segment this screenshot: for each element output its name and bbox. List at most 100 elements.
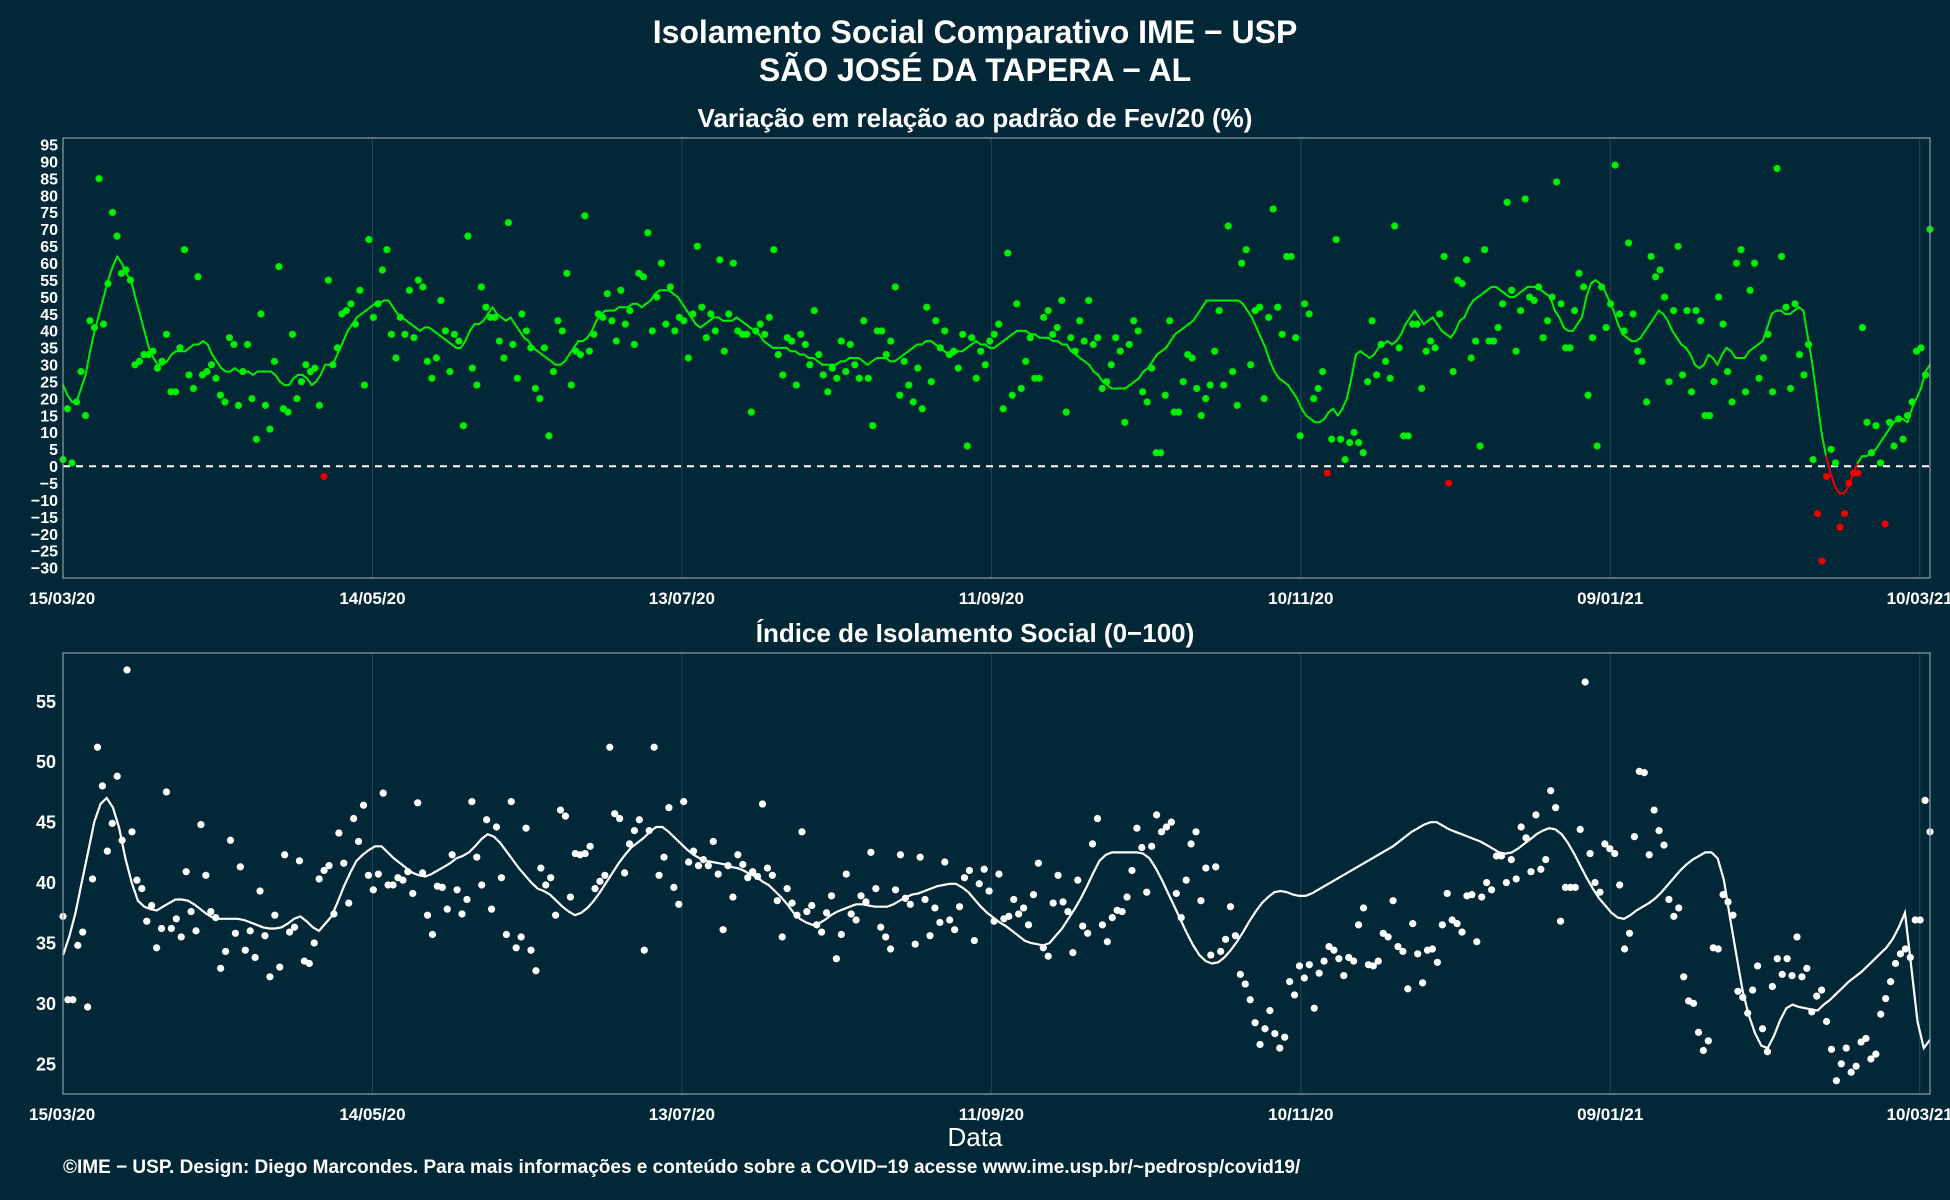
data-point <box>1123 893 1131 901</box>
data-point <box>236 863 244 871</box>
data-point <box>566 893 574 901</box>
data-point <box>1616 881 1624 889</box>
data-point <box>657 259 665 267</box>
data-point <box>1499 300 1507 308</box>
moving-average-segment <box>1811 363 1818 400</box>
data-point <box>1079 922 1087 930</box>
data-point <box>1034 859 1042 867</box>
moving-average-segment <box>1250 316 1258 329</box>
data-point <box>1476 442 1484 450</box>
data-point <box>1103 938 1111 946</box>
data-point <box>702 334 710 342</box>
data-point <box>518 310 526 318</box>
data-point <box>1287 252 1295 261</box>
data-point <box>340 859 348 867</box>
data-point <box>93 743 102 751</box>
data-point <box>143 917 151 925</box>
data-point <box>171 388 180 396</box>
moving-average-segment <box>1296 397 1303 410</box>
y-tick-label: −15 <box>31 510 58 527</box>
data-point <box>842 870 850 878</box>
data-point <box>1647 252 1655 261</box>
data-point <box>1611 161 1619 169</box>
moving-average-segment <box>1372 346 1380 356</box>
moving-average-segment <box>1648 316 1656 326</box>
data-point <box>1328 435 1336 443</box>
data-point <box>1138 843 1146 852</box>
data-point <box>1906 953 1914 962</box>
data-point <box>1890 442 1898 450</box>
data-point <box>1827 1045 1836 1053</box>
data-point <box>1522 834 1530 842</box>
data-point <box>1837 1060 1845 1068</box>
data-point <box>1651 273 1660 281</box>
data-point <box>779 371 787 379</box>
data-point <box>1265 313 1273 321</box>
data-point <box>591 885 599 893</box>
moving-average-segment <box>1721 346 1728 356</box>
moving-average-segment <box>1273 370 1281 380</box>
data-point <box>1527 868 1535 876</box>
data-point <box>665 804 673 812</box>
data-point <box>1445 479 1453 487</box>
data-point <box>1921 371 1930 379</box>
data-point <box>1005 912 1013 920</box>
data-point <box>699 856 707 864</box>
data-point <box>586 842 594 850</box>
data-point <box>1389 897 1397 905</box>
moving-average-segment <box>1192 313 1199 322</box>
x-tick-label: 10/03/21 <box>1887 1105 1950 1124</box>
data-point <box>138 885 146 893</box>
moving-average-segment <box>1639 329 1647 339</box>
moving-average-segment <box>1666 319 1674 332</box>
data-point <box>954 364 962 372</box>
data-point <box>473 381 481 389</box>
data-point <box>1067 334 1075 342</box>
x-tick-label: 10/11/20 <box>1268 589 1333 608</box>
data-point <box>207 361 216 369</box>
data-point <box>1364 378 1372 386</box>
data-point <box>527 946 535 954</box>
data-point <box>1719 320 1727 328</box>
data-point <box>1233 401 1241 409</box>
data-point <box>749 868 757 876</box>
data-point <box>1152 811 1161 819</box>
data-point <box>492 823 501 831</box>
data-point <box>1314 384 1322 393</box>
data-point <box>387 330 396 338</box>
data-point <box>872 885 880 893</box>
data-point <box>167 924 175 933</box>
data-point <box>1885 418 1894 426</box>
data-point <box>458 910 466 918</box>
data-point <box>194 273 202 281</box>
variation-panel: 15/03/20 14/05/20 13/07/20 11/09/20 10/11/20… <box>29 137 1950 608</box>
data-point <box>1665 895 1673 904</box>
data-point <box>625 840 634 848</box>
data-point <box>909 398 917 406</box>
data-point <box>1269 205 1277 213</box>
data-point <box>354 837 363 846</box>
moving-average-segment <box>1730 350 1737 359</box>
data-point <box>325 862 333 870</box>
data-point <box>281 851 289 859</box>
data-point <box>365 235 373 244</box>
data-point <box>1854 469 1862 477</box>
data-point <box>1468 891 1476 899</box>
data-point <box>1773 164 1781 173</box>
data-point <box>1872 422 1880 430</box>
data-point <box>1512 347 1520 355</box>
moving-average-segment <box>491 306 498 315</box>
y-tick-label: 50 <box>36 752 56 772</box>
data-point <box>1788 971 1796 980</box>
data-point <box>1271 1029 1279 1038</box>
data-point <box>905 381 913 389</box>
data-point <box>310 939 318 947</box>
data-point <box>1694 1028 1703 1036</box>
data-point <box>707 310 715 318</box>
data-point <box>1221 935 1230 943</box>
data-point <box>276 963 284 971</box>
data-point <box>761 330 769 338</box>
data-point <box>1187 840 1195 848</box>
data-point <box>1341 455 1349 464</box>
data-point <box>640 946 648 954</box>
